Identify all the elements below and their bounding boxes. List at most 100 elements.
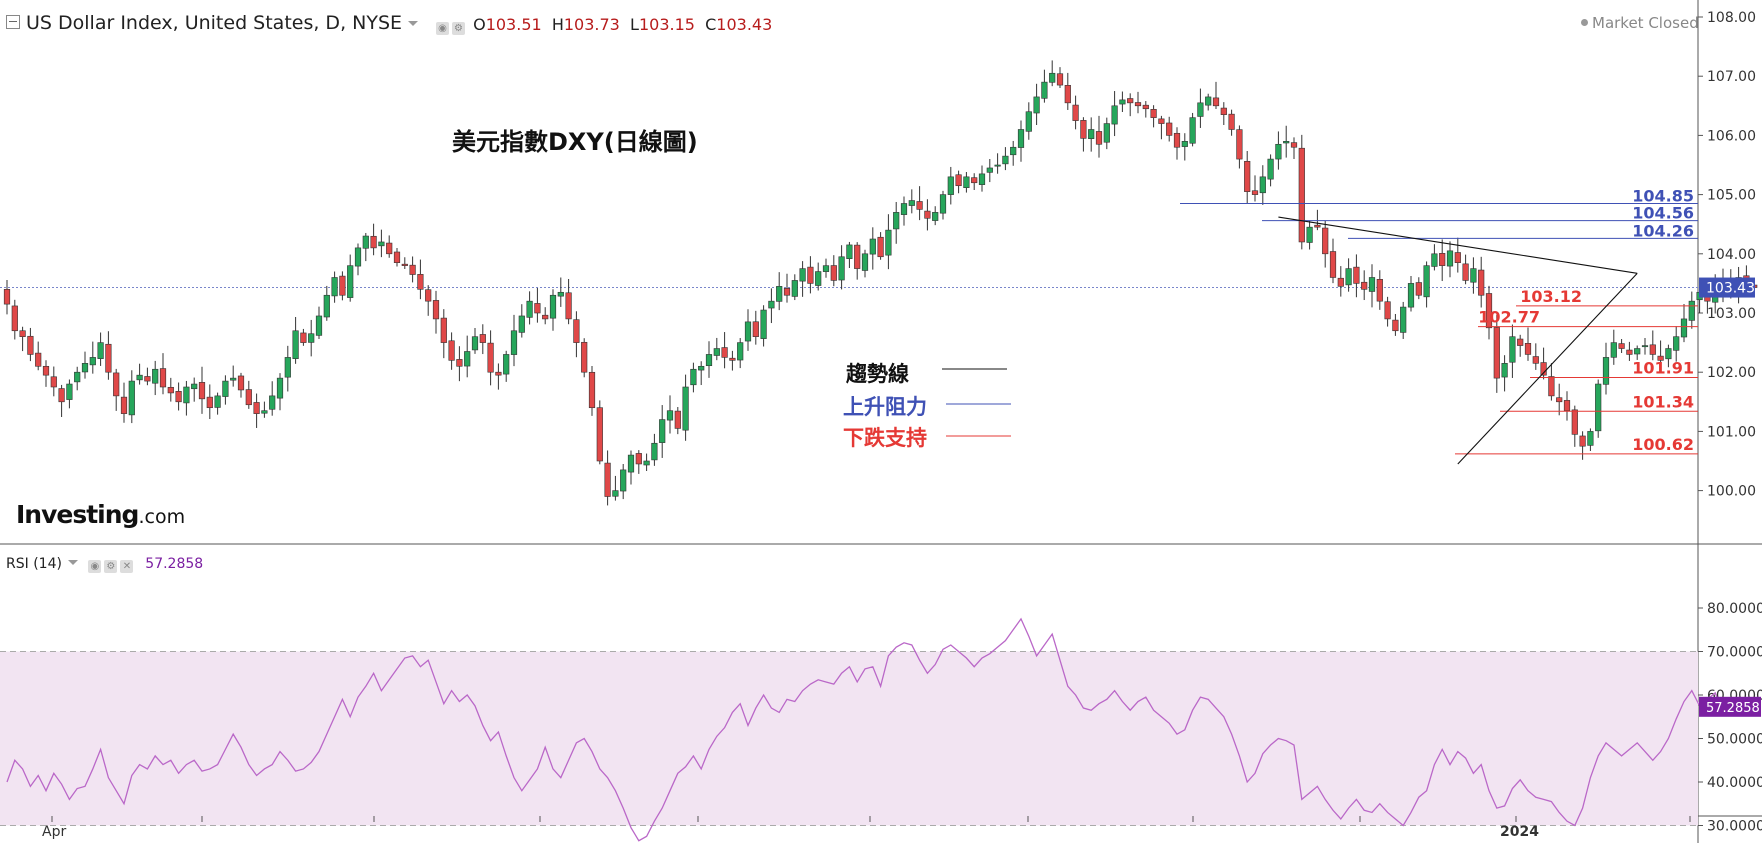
candle-body [690,368,697,386]
candle-body [752,321,759,337]
candle-body [815,271,822,286]
candle-body [1446,250,1454,267]
close-label: C [705,15,717,34]
candle-body [1618,343,1625,349]
candle-body [1267,158,1274,180]
candle-body [3,289,11,305]
candle-body [1080,120,1087,139]
rsi-chevron-down-icon[interactable] [67,560,78,565]
candle-body [721,347,728,358]
candle-body [705,354,713,367]
candle-body [1259,176,1266,194]
candle-body [1017,129,1025,148]
candle-body [1602,357,1610,385]
logo-main: Investing [16,500,139,529]
rsi-tick-label: 80.0000 [1707,601,1762,617]
candle-body [331,277,338,297]
candle-body [370,235,377,249]
price-tick-label: 108.00 [1707,10,1756,26]
candle-body [386,242,393,255]
gear-icon[interactable]: ⚙ [452,22,465,35]
candle-body [1657,355,1664,361]
candle-body [534,303,541,314]
candle-body [643,460,650,466]
legend-support-label: 下跌支持 [843,426,927,450]
support-label: 101.91 [1632,359,1694,378]
candle-body [1056,73,1064,86]
candle-body [1579,435,1586,447]
candle-body [448,340,455,361]
candle-body [1626,349,1633,355]
candle-body [1439,253,1446,266]
low-label: L [630,15,639,34]
candle-body [924,210,931,219]
ohlc-values: ◉ ⚙ O103.51 H103.73 L103.15 C103.43 [436,15,772,35]
candle-body [425,289,432,302]
candle-body [487,342,494,373]
legend-support: 下跌支持 [843,422,927,452]
candle-body [1189,117,1196,144]
rsi-close-icon[interactable]: ✕ [120,560,134,573]
candle-body [42,365,50,376]
candle-body [838,256,845,281]
candle-body [1407,283,1415,308]
candle-body [1509,336,1516,363]
candle-body [620,469,627,492]
collapse-icon[interactable] [6,15,20,29]
visibility-icon[interactable]: ◉ [436,22,449,35]
candle-body [284,357,291,378]
candle-body [1228,113,1235,130]
rsi-gear-icon[interactable]: ⚙ [104,560,118,573]
candle-body [1524,343,1532,355]
candle-body [167,386,174,394]
candle-body [1134,102,1142,107]
candle-body [1540,362,1547,376]
candle-body [799,268,806,282]
candle-body [1049,72,1056,83]
resistance-label: 104.56 [1632,204,1694,223]
candle-body [939,194,947,214]
candle-body [1322,227,1329,255]
candle-body [440,317,447,343]
candle-body [1462,263,1469,281]
time-tick-label: Apr [42,824,66,840]
trendline [1457,272,1638,465]
candle-body [432,300,440,320]
price-tick-label: 104.00 [1707,247,1756,263]
candle-body [144,376,151,382]
candle-body [542,314,549,320]
candle-body [651,442,658,461]
candle-body [822,265,830,272]
candle-body [136,374,143,381]
candle-body [932,212,939,221]
low-value: 103.15 [638,15,695,34]
candle-body [1595,383,1602,432]
legend-resistance: 上升阻力 [843,391,927,421]
candle-body [1166,122,1173,136]
chevron-down-icon[interactable] [408,21,419,26]
candle-body [947,176,954,195]
candle-body [19,330,26,337]
candle-body [916,201,923,210]
candle-body [1290,142,1298,148]
candle-body [1454,252,1461,263]
support-label: 103.12 [1520,287,1582,306]
symbol-title: US Dollar Index, United States, D, NYSE [26,12,403,34]
candle-body [1649,344,1656,355]
rsi-visibility-icon[interactable]: ◉ [88,560,102,573]
candle-body [1173,132,1181,148]
close-value: 103.43 [716,15,773,34]
candle-body [627,454,635,473]
high-label: H [551,15,564,34]
legend-resistance-label: 上升阻力 [843,395,927,419]
candle-body [1485,293,1493,329]
candle-body [1064,85,1071,104]
candle-body [261,410,268,414]
rsi-header: RSI (14) ◉ ⚙ ✕ 57.2858 [6,556,203,573]
candle-body [510,330,518,355]
last-price-tag-label: 103.43 [1706,281,1755,297]
candle-body [1329,251,1337,278]
candle-body [807,266,814,284]
candle-body [120,396,128,414]
